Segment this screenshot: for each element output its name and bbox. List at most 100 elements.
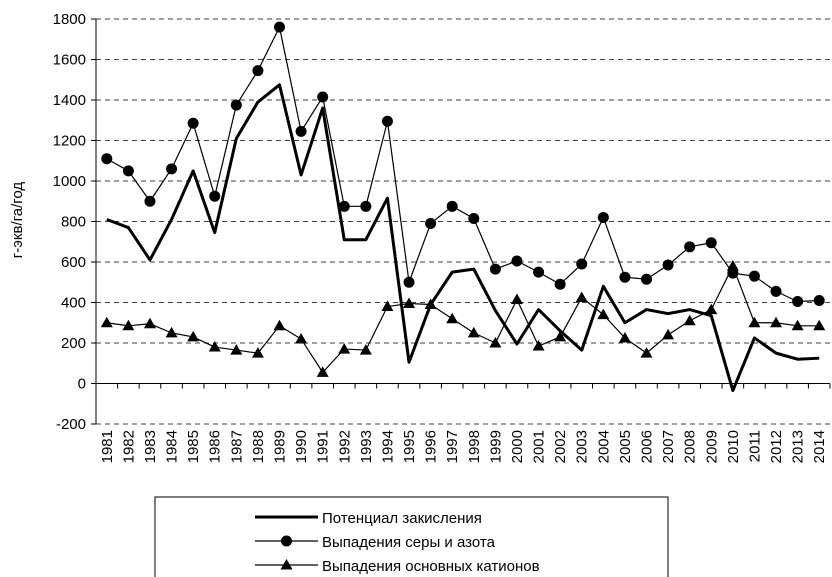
x-tick-label: 2013 — [790, 430, 807, 463]
point — [489, 337, 502, 348]
point — [726, 260, 739, 271]
y-tick-label: -200 — [56, 416, 86, 433]
y-tick-label: 800 — [61, 214, 86, 231]
x-tick-label: 2010 — [725, 430, 742, 463]
point — [251, 347, 264, 358]
point — [144, 195, 156, 207]
point — [641, 273, 652, 285]
y-tick-label: 400 — [61, 295, 86, 312]
point — [446, 200, 458, 212]
y-tick-label: 1800 — [53, 11, 86, 28]
series-line — [106, 83, 820, 393]
x-tick-label: 1989 — [272, 430, 289, 463]
point — [252, 65, 264, 77]
point — [684, 241, 696, 253]
point — [381, 300, 394, 312]
point — [554, 330, 567, 342]
point — [813, 319, 826, 331]
point — [597, 308, 610, 320]
x-tick-label: 1983 — [142, 430, 159, 463]
x-tick-label: 1993 — [358, 430, 375, 463]
x-tick-label: 2005 — [617, 430, 634, 463]
y-tick-label: 0 — [78, 376, 86, 393]
x-tick-label: 1988 — [250, 430, 267, 463]
x-tick-label: 2006 — [639, 430, 656, 463]
point — [705, 237, 717, 249]
point — [381, 115, 393, 127]
x-tick-label: 2009 — [703, 430, 720, 463]
point — [446, 312, 459, 324]
x-tick-label: 2008 — [682, 430, 699, 463]
y-tick-label: 1400 — [53, 92, 86, 109]
point — [576, 258, 588, 270]
x-tick-label: 1982 — [120, 430, 137, 463]
x-tick-label: 1981 — [99, 430, 116, 463]
point — [640, 347, 653, 358]
x-tick-label: 1999 — [487, 430, 504, 463]
series-line — [106, 265, 820, 373]
point — [295, 125, 307, 137]
point — [281, 535, 292, 547]
point — [748, 270, 760, 282]
point — [166, 163, 178, 175]
x-tick-label: 1986 — [207, 430, 224, 463]
point — [468, 212, 480, 224]
point — [533, 266, 545, 278]
legend-label: Потенциал закисления — [322, 510, 482, 527]
point — [467, 326, 480, 338]
point — [683, 314, 696, 326]
legend-label: Выпадения основных катионов — [322, 558, 540, 575]
y-axis-label: г-экв/га/год — [9, 182, 26, 259]
point — [597, 211, 609, 223]
point — [770, 316, 783, 328]
point — [295, 332, 308, 344]
point — [230, 99, 242, 111]
x-tick-label: 2007 — [660, 430, 677, 463]
x-tick-label: 2012 — [768, 430, 785, 463]
point — [338, 200, 350, 212]
x-tick-label: 1998 — [466, 430, 483, 463]
point — [511, 255, 523, 267]
point — [619, 271, 631, 283]
y-tick-label: 600 — [61, 254, 86, 271]
point — [209, 190, 221, 202]
x-tick-label: 1990 — [293, 430, 310, 463]
y-tick-label: 1000 — [53, 173, 86, 190]
point — [425, 218, 437, 230]
point — [274, 21, 285, 33]
point — [662, 328, 675, 340]
point — [705, 303, 718, 315]
point — [101, 153, 113, 165]
legend-label: Выпадения серы и азота — [322, 534, 496, 551]
x-tick-label: 2003 — [574, 430, 591, 463]
y-tick-label: 1200 — [53, 133, 86, 150]
point — [230, 344, 243, 355]
x-tick-label: 2000 — [509, 430, 526, 463]
point — [280, 559, 293, 570]
point — [317, 91, 329, 103]
point — [770, 285, 782, 297]
point — [122, 319, 135, 331]
point — [554, 278, 566, 290]
point — [187, 330, 200, 342]
x-tick-label: 2014 — [811, 430, 828, 463]
x-tick-label: 1995 — [401, 430, 418, 463]
y-tick-label: 200 — [61, 335, 86, 352]
point — [360, 200, 372, 212]
point — [748, 316, 761, 328]
x-tick-label: 2004 — [595, 430, 612, 463]
y-tick-label: 1600 — [53, 52, 86, 69]
point — [316, 366, 329, 377]
point — [813, 294, 825, 306]
series-line — [106, 26, 820, 303]
x-tick-label: 1984 — [164, 430, 181, 463]
point — [187, 117, 199, 129]
point — [489, 263, 501, 275]
x-tick-label: 1985 — [185, 430, 202, 463]
x-tick-label: 1997 — [444, 430, 461, 463]
point — [424, 298, 437, 310]
point — [618, 331, 631, 343]
point — [662, 259, 674, 271]
point — [532, 340, 545, 351]
